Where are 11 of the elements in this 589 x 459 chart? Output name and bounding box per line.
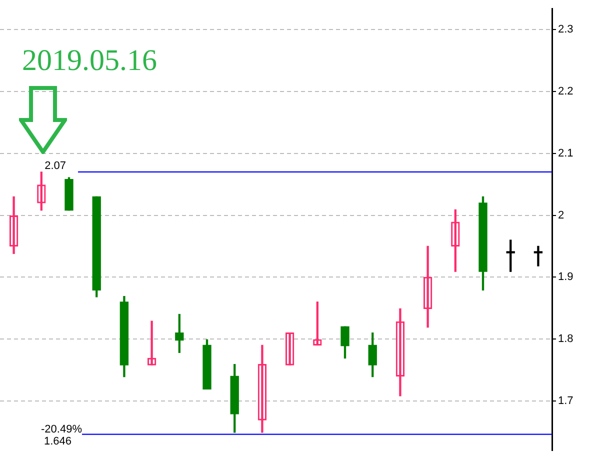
y-tick-label: 1.9 (558, 271, 574, 284)
y-tick-label: 2.2 (558, 86, 574, 98)
y-tick-label: 1.7 (558, 394, 574, 407)
y-tick-label: 2.1 (558, 147, 574, 160)
ref-line-label: 2.07 (44, 160, 66, 172)
annotation: -20.49% (41, 423, 82, 436)
y-tick-label: 1.8 (558, 333, 574, 346)
y-tick-label: 2.3 (558, 24, 574, 36)
ref-line-label: 1.646 (44, 435, 72, 448)
y-tick-label: 2 (558, 209, 564, 222)
annotation: 2019.05.16 (22, 44, 157, 78)
